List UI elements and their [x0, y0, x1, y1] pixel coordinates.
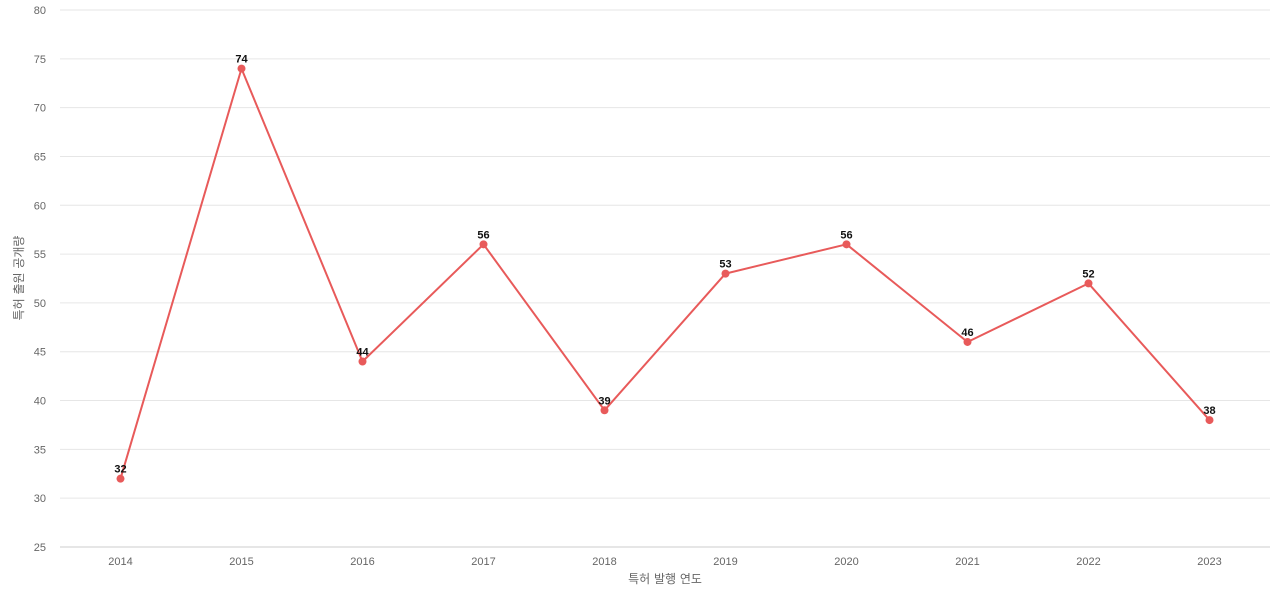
x-axis-title: 특허 발행 연도 — [628, 571, 702, 586]
data-point — [600, 406, 609, 415]
y-tick-label: 35 — [34, 444, 46, 456]
data-label: 39 — [598, 395, 610, 407]
data-point — [116, 474, 125, 483]
data-point — [721, 269, 730, 278]
y-tick-label: 80 — [34, 5, 46, 17]
y-tick-label: 60 — [34, 200, 46, 212]
x-tick-label: 2016 — [350, 556, 374, 568]
x-tick-label: 2021 — [955, 556, 979, 568]
x-tick-label: 2015 — [229, 556, 253, 568]
data-point — [963, 337, 972, 346]
data-point — [479, 240, 488, 249]
data-label: 56 — [477, 229, 489, 241]
x-tick-label: 2022 — [1076, 556, 1100, 568]
y-tick-label: 50 — [34, 298, 46, 310]
y-tick-label: 45 — [34, 347, 46, 359]
data-label: 74 — [235, 54, 248, 66]
data-point — [1205, 416, 1214, 425]
series-line — [119, 67, 1211, 479]
data-label: 32 — [114, 464, 126, 476]
y-tick-label: 75 — [34, 54, 46, 66]
y-tick-label: 65 — [34, 151, 46, 163]
data-point — [358, 357, 367, 366]
data-labels: 32 74 44 56 39 53 56 46 52 38 — [114, 54, 1215, 476]
data-label: 46 — [961, 327, 973, 339]
x-axis-ticks: 2014 2015 2016 2017 2018 2019 2020 2021 2022 2023 — [108, 556, 1221, 568]
y-axis-title: 특허 출원 공개량 — [12, 236, 26, 321]
x-tick-label: 2023 — [1197, 556, 1221, 568]
data-label: 56 — [840, 229, 852, 241]
x-tick-label: 2020 — [834, 556, 858, 568]
data-label: 53 — [719, 259, 731, 271]
y-tick-label: 55 — [34, 249, 46, 261]
y-tick-label: 70 — [34, 103, 46, 115]
data-label: 38 — [1203, 405, 1215, 417]
x-tick-label: 2017 — [471, 556, 495, 568]
x-tick-label: 2018 — [592, 556, 616, 568]
x-tick-label: 2019 — [713, 556, 737, 568]
data-label: 44 — [356, 346, 369, 358]
data-point — [842, 240, 851, 249]
data-point — [1084, 279, 1093, 288]
data-point — [237, 64, 246, 73]
x-tick-label: 2014 — [108, 556, 132, 568]
series-group — [116, 64, 1214, 483]
y-tick-label: 40 — [34, 396, 46, 408]
data-label: 52 — [1082, 268, 1094, 280]
y-axis-ticks: 25 30 35 40 45 50 55 60 65 70 75 80 — [34, 5, 46, 554]
gridlines — [60, 9, 1270, 548]
y-tick-label: 30 — [34, 493, 46, 505]
y-tick-label: 25 — [34, 542, 46, 554]
